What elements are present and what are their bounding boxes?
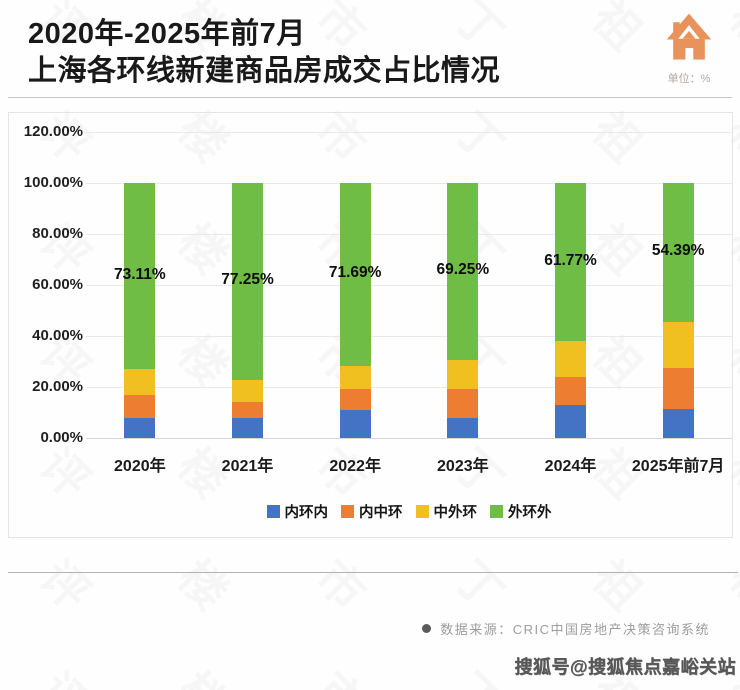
bar-segment-中外环 <box>447 359 479 390</box>
house-icon <box>666 13 712 68</box>
data-source-text: 数据来源：CRIC中国房地产决策咨询系统 <box>440 622 710 637</box>
bar-segment-外环外 <box>662 183 694 322</box>
y-axis-tick: 100.00% <box>23 174 83 191</box>
gridline <box>86 285 732 286</box>
sohu-watermark-stamp: 搜狐号@搜狐焦点嘉峪关站 <box>514 657 736 677</box>
legend-label: 中外环 <box>433 505 478 521</box>
gridline <box>86 336 732 337</box>
bar-data-label: 73.11% <box>113 266 166 284</box>
bar-segment-内中环 <box>662 368 694 409</box>
bar-data-label: 77.25% <box>221 271 274 289</box>
bar-segment-内中环 <box>124 394 156 419</box>
legend-swatch-icon <box>266 505 280 518</box>
gridline <box>86 387 732 388</box>
unit-label: 单位：% <box>667 73 711 85</box>
x-axis-tick: 2020年 <box>114 458 166 475</box>
legend-label: 外环外 <box>508 505 552 521</box>
bar-segment-内中环 <box>447 389 479 419</box>
chart-area: 120.00% 100.00% 80.00% 60.00% 40.00% 20.00% 0.… <box>8 112 733 538</box>
legend-swatch-icon <box>490 505 503 518</box>
bar-segment-外环外 <box>232 183 263 380</box>
x-axis-tick: 2024年 <box>544 458 597 475</box>
bar-segment-内中环 <box>232 401 263 418</box>
bar-segment-内环内 <box>232 417 263 438</box>
bar-segment-中外环 <box>662 321 694 369</box>
y-axis-tick: 20.00% <box>32 378 83 395</box>
bar-data-label: 54.39% <box>651 242 705 260</box>
y-axis-tick: 80.00% <box>32 225 83 242</box>
page-title-line2: 上海各环线新建商品房成交占比情况 <box>28 55 501 87</box>
legend-swatch-icon <box>415 505 429 518</box>
footer-divider <box>8 572 738 573</box>
y-axis-tick: 40.00% <box>32 327 83 344</box>
gridline <box>86 234 732 235</box>
page-title: 2020年-2025年前7月 上海各环线新建商品房成交占比情况 <box>28 16 500 90</box>
bar-segment-内环内 <box>447 418 479 438</box>
chart-legend: 内环内 内中环 中外环 外环外 <box>86 501 732 522</box>
title-divider <box>8 97 732 98</box>
bar-data-label: 71.69% <box>328 264 382 282</box>
bar-data-label: 61.77% <box>544 251 597 269</box>
page-title-line1: 2020年-2025年前7月 <box>28 18 306 50</box>
gridline <box>86 438 732 439</box>
bar-segment-中外环 <box>232 379 263 402</box>
x-axis-tick: 2025年前7月 <box>631 458 725 475</box>
bar-segment-内环内 <box>662 408 694 438</box>
legend-label: 内环内 <box>284 505 329 521</box>
bar-segment-内中环 <box>555 377 586 406</box>
y-axis-tick: 0.00% <box>40 429 83 446</box>
y-axis-tick: 120.00% <box>23 123 83 140</box>
legend-label: 内中环 <box>359 505 403 521</box>
bar-segment-内环内 <box>555 405 586 438</box>
x-axis-tick: 2023年 <box>437 458 489 475</box>
bar-segment-外环外 <box>124 183 156 370</box>
legend-item-外环外: 外环外 <box>490 501 552 522</box>
bar-segment-中外环 <box>339 365 371 389</box>
x-axis-tick: 2022年 <box>329 458 381 475</box>
gridline <box>86 132 732 133</box>
bar-segment-外环外 <box>555 183 586 341</box>
bullet-icon <box>422 624 432 633</box>
bar-segment-内环内 <box>124 418 156 438</box>
bar-segment-中外环 <box>555 340 586 378</box>
legend-swatch-icon <box>341 505 354 518</box>
legend-item-内环内: 内环内 <box>266 501 329 522</box>
bar-data-label: 69.25% <box>436 261 490 279</box>
bar-segment-中外环 <box>124 369 156 395</box>
bar-segment-内环内 <box>339 409 371 438</box>
header-logo: 单位：% <box>658 12 720 86</box>
bar-segment-内中环 <box>339 388 371 410</box>
legend-item-中外环: 中外环 <box>415 501 478 522</box>
bar-segment-外环外 <box>447 183 479 360</box>
legend-item-内中环: 内中环 <box>341 501 403 522</box>
bar-segment-外环外 <box>339 183 371 366</box>
data-source: 数据来源：CRIC中国房地产决策咨询系统 <box>422 619 710 638</box>
y-axis-tick: 60.00% <box>32 276 83 293</box>
x-axis-tick: 2021年 <box>221 458 274 475</box>
gridline <box>86 183 732 184</box>
